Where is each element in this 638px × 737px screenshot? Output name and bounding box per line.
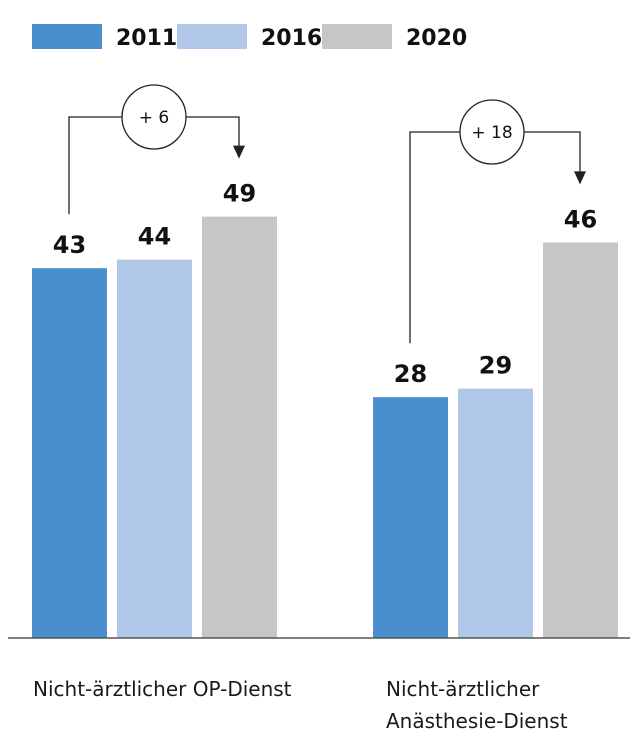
legend-swatch-2011 xyxy=(32,24,102,49)
legend-label-2016: 2016 xyxy=(261,26,322,51)
bar-2020-cat-0 xyxy=(202,216,277,638)
legend: 2011 2016 2020 xyxy=(32,24,467,51)
value-label-2011-cat-0: 43 xyxy=(53,231,86,259)
category-label-line: Nicht-ärztlicher xyxy=(386,677,540,701)
change-arrow-icon xyxy=(233,145,245,159)
change-annotations: + 6 + 18 xyxy=(68,84,586,344)
change-annotation-1: + 18 xyxy=(409,99,586,344)
legend-label-2011: 2011 xyxy=(116,26,177,51)
change-annotation-0: + 6 xyxy=(68,84,245,215)
change-circle xyxy=(459,99,525,165)
category-label-line: Anästhesie-Dienst xyxy=(386,709,568,733)
bars xyxy=(32,216,618,638)
category-label-line: Nicht-ärztlicher OP-Dienst xyxy=(33,677,292,701)
change-circle xyxy=(121,84,187,150)
value-label-2020-cat-1: 46 xyxy=(564,205,597,233)
category-label-anaesthesie-dienst: Nicht-ärztlicher Anästhesie-Dienst xyxy=(386,673,568,737)
value-labels: 43 44 49 28 29 46 xyxy=(53,180,597,389)
bar-2016-cat-0 xyxy=(117,259,192,638)
change-bracket-right xyxy=(524,131,581,179)
value-label-2011-cat-1: 28 xyxy=(394,360,427,388)
bar-2020-cat-1 xyxy=(543,242,618,638)
change-bracket-left xyxy=(68,116,122,215)
change-label: + 18 xyxy=(471,123,512,143)
value-label-2016-cat-1: 29 xyxy=(479,352,512,380)
bar-2016-cat-1 xyxy=(458,388,533,638)
change-arrow-icon xyxy=(574,171,586,185)
legend-swatch-2020 xyxy=(322,24,392,49)
legend-swatch-2016 xyxy=(177,24,247,49)
change-bracket-right xyxy=(186,116,240,153)
value-label-2020-cat-0: 49 xyxy=(223,180,256,208)
category-label-op-dienst: Nicht-ärztlicher OP-Dienst xyxy=(33,673,292,705)
bar-2011-cat-1 xyxy=(373,397,448,638)
legend-label-2020: 2020 xyxy=(406,26,467,51)
value-label-2016-cat-0: 44 xyxy=(138,223,171,251)
change-label: + 6 xyxy=(139,108,169,128)
change-bracket-left xyxy=(409,131,460,344)
bar-2011-cat-0 xyxy=(32,268,107,638)
